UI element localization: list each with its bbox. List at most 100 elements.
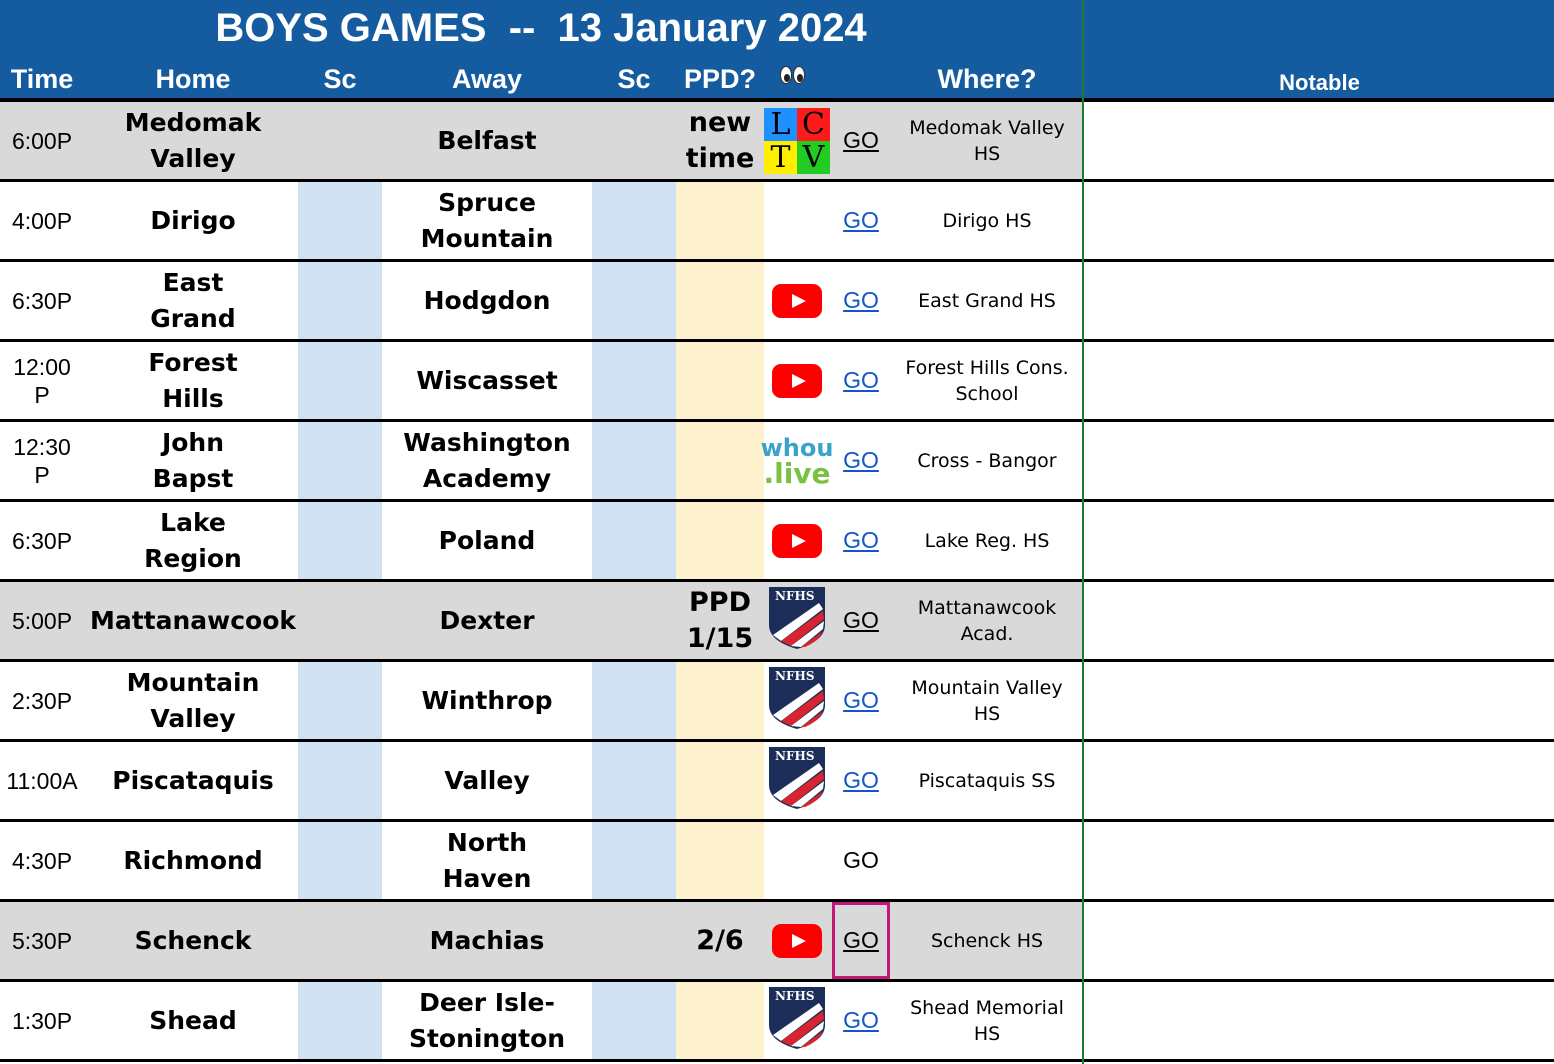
- home-score-cell[interactable]: [298, 822, 382, 899]
- game-time[interactable]: 11:00A: [6, 767, 78, 794]
- watch-cell[interactable]: [764, 262, 830, 339]
- col-header-ppd[interactable]: PPD?: [683, 64, 756, 94]
- away-team[interactable]: Hodgdon: [423, 285, 551, 315]
- go-link[interactable]: GO: [843, 527, 879, 553]
- away-score-cell[interactable]: [592, 182, 676, 259]
- youtube-icon[interactable]: [772, 283, 822, 318]
- col-header-score-home[interactable]: Sc: [323, 64, 357, 94]
- away-score-cell[interactable]: [592, 742, 676, 819]
- watch-cell[interactable]: NFHS: [764, 582, 830, 659]
- venue[interactable]: Lake Reg. HS: [924, 529, 1050, 552]
- home-score-cell[interactable]: [298, 182, 382, 259]
- watch-cell[interactable]: [764, 182, 830, 259]
- ppd-status[interactable]: [676, 342, 764, 419]
- notable-cell[interactable]: [1085, 262, 1554, 339]
- ppd-status[interactable]: new time: [685, 106, 755, 174]
- youtube-icon[interactable]: [772, 523, 822, 558]
- away-score-cell[interactable]: [592, 982, 676, 1059]
- notable-cell[interactable]: [1085, 182, 1554, 259]
- watch-cell[interactable]: [764, 502, 830, 579]
- go-link[interactable]: GO: [843, 127, 879, 153]
- notable-cell[interactable]: [1085, 902, 1554, 979]
- ppd-status[interactable]: [676, 422, 764, 499]
- venue[interactable]: Mountain Valley HS: [911, 676, 1063, 725]
- away-team[interactable]: Valley: [444, 765, 530, 795]
- home-team[interactable]: Medomak Valley: [124, 107, 262, 173]
- col-header-where[interactable]: Where?: [937, 64, 1037, 94]
- game-time[interactable]: 2:30P: [11, 687, 73, 714]
- venue[interactable]: Medomak Valley HS: [909, 116, 1065, 165]
- away-team[interactable]: Machias: [429, 925, 545, 955]
- venue[interactable]: Shead Memorial HS: [910, 996, 1064, 1045]
- nfhs-icon[interactable]: NFHS: [767, 745, 827, 816]
- home-team[interactable]: Shead: [149, 1005, 237, 1035]
- home-team[interactable]: Mountain Valley: [126, 667, 260, 733]
- away-team[interactable]: Belfast: [437, 125, 537, 155]
- away-team[interactable]: Winthrop: [421, 685, 553, 715]
- game-time[interactable]: 5:00P: [11, 607, 73, 634]
- game-time[interactable]: 12:30 P: [13, 433, 71, 488]
- venue[interactable]: Schenck HS: [930, 929, 1044, 952]
- away-score-cell[interactable]: [592, 502, 676, 579]
- away-score-cell[interactable]: [592, 422, 676, 499]
- home-score-cell[interactable]: [298, 662, 382, 739]
- home-score-cell[interactable]: [298, 422, 382, 499]
- home-score-cell[interactable]: [298, 502, 382, 579]
- away-team[interactable]: Poland: [438, 525, 536, 555]
- go-link[interactable]: GO: [843, 687, 879, 713]
- watch-cell[interactable]: [764, 342, 830, 419]
- ppd-status[interactable]: [676, 502, 764, 579]
- go-link[interactable]: GO: [843, 447, 879, 473]
- youtube-icon[interactable]: [772, 923, 822, 958]
- ppd-status[interactable]: [676, 182, 764, 259]
- go-link[interactable]: GO: [843, 367, 879, 393]
- game-time[interactable]: 5:30P: [11, 927, 73, 954]
- home-team[interactable]: Lake Region: [144, 507, 242, 573]
- home-team[interactable]: East Grand: [150, 267, 236, 333]
- home-score-cell[interactable]: [298, 262, 382, 339]
- game-time[interactable]: 6:30P: [11, 287, 73, 314]
- ppd-status[interactable]: [676, 662, 764, 739]
- home-team[interactable]: Schenck: [134, 925, 252, 955]
- ppd-status[interactable]: PPD 1/15: [686, 586, 754, 654]
- ppd-status[interactable]: 2/6: [696, 924, 744, 956]
- notable-cell[interactable]: [1085, 582, 1554, 659]
- notable-cell[interactable]: [1085, 742, 1554, 819]
- away-team[interactable]: Spruce Mountain: [420, 187, 554, 253]
- go-link[interactable]: GO: [843, 207, 879, 233]
- go-link[interactable]: GO: [843, 1007, 879, 1033]
- away-team[interactable]: Wiscasset: [416, 365, 558, 395]
- away-score-cell[interactable]: [592, 262, 676, 339]
- notable-cell[interactable]: [1085, 982, 1554, 1059]
- watch-cell[interactable]: NFHS: [764, 982, 830, 1059]
- away-team[interactable]: Dexter: [439, 605, 535, 635]
- away-team[interactable]: Washington Academy: [403, 427, 571, 493]
- game-time[interactable]: 6:00P: [11, 127, 73, 154]
- nfhs-icon[interactable]: NFHS: [767, 585, 827, 656]
- watch-cell[interactable]: NFHS: [764, 742, 830, 819]
- away-score-cell[interactable]: [592, 342, 676, 419]
- nfhs-icon[interactable]: NFHS: [767, 985, 827, 1056]
- col-header-time[interactable]: Time: [10, 64, 74, 94]
- home-score-cell[interactable]: [298, 342, 382, 419]
- notable-cell[interactable]: [1085, 662, 1554, 739]
- home-team[interactable]: John Bapst: [152, 427, 234, 493]
- notable-cell[interactable]: [1085, 422, 1554, 499]
- away-score-cell[interactable]: [592, 822, 676, 899]
- game-time[interactable]: 1:30P: [11, 1007, 73, 1034]
- ppd-status[interactable]: [676, 262, 764, 339]
- home-team[interactable]: Piscataquis: [112, 765, 274, 795]
- home-team[interactable]: Richmond: [123, 845, 263, 875]
- go-link[interactable]: GO: [843, 767, 879, 793]
- home-score-cell[interactable]: [298, 982, 382, 1059]
- ppd-status[interactable]: [676, 982, 764, 1059]
- ppd-status[interactable]: [676, 822, 764, 899]
- watch-cell[interactable]: [764, 902, 830, 979]
- ppd-status[interactable]: [676, 742, 764, 819]
- venue[interactable]: Cross - Bangor: [917, 449, 1057, 472]
- venue[interactable]: Dirigo HS: [942, 209, 1032, 232]
- venue[interactable]: Forest Hills Cons. School: [905, 356, 1069, 405]
- eyes-icon[interactable]: [780, 66, 810, 88]
- notable-cell[interactable]: [1085, 342, 1554, 419]
